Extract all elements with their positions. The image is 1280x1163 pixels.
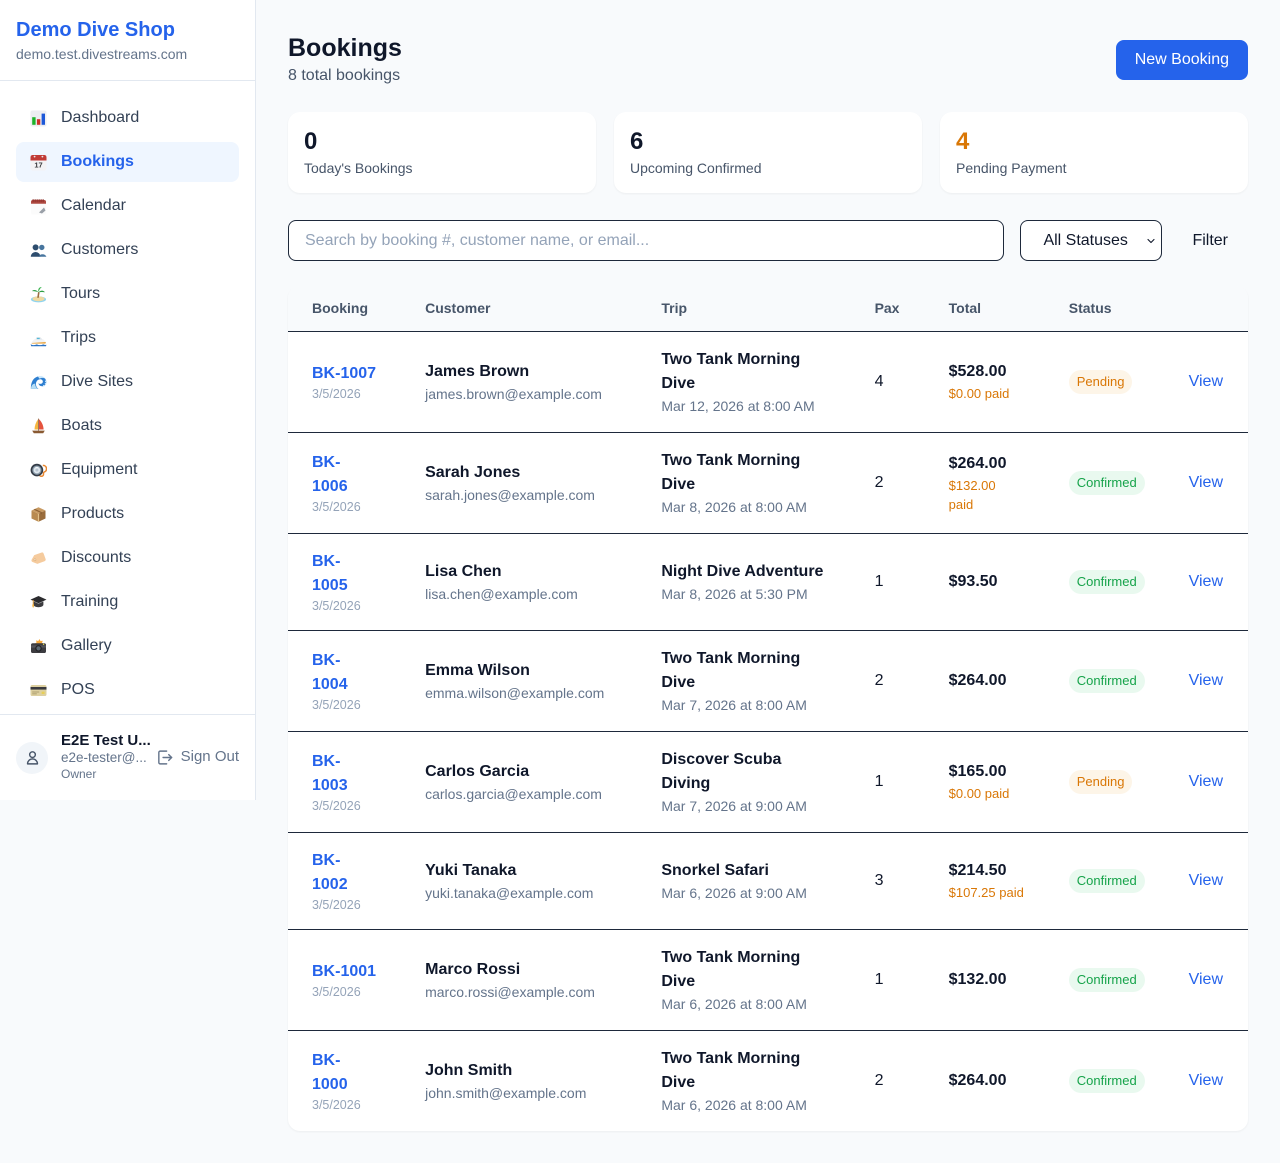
svg-text:17: 17: [34, 160, 42, 169]
